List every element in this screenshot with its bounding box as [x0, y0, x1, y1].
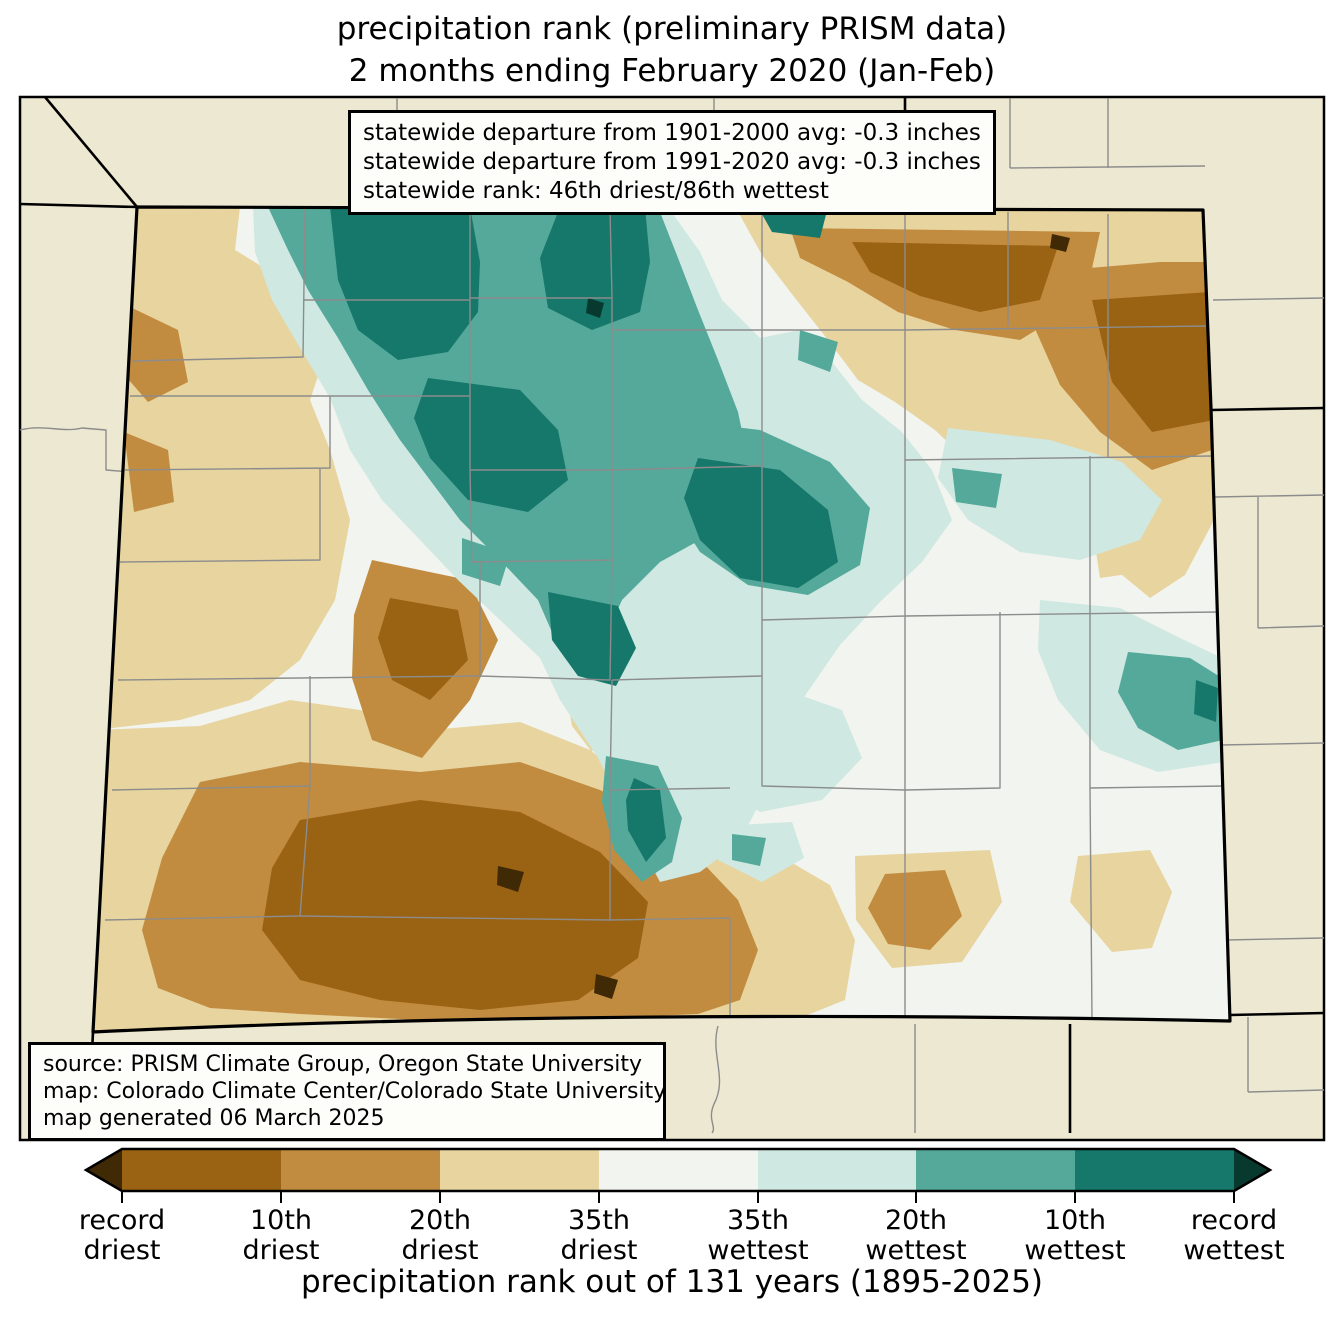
precipitation-contours: [93, 207, 1226, 1032]
colorbar-arrow-record-driest: [86, 1149, 122, 1191]
colorbar-segment-20th-wettest: [916, 1149, 1075, 1191]
colorbar-arrow-record-wettest: [1234, 1149, 1270, 1191]
statewide-stats-box: statewide departure from 1901-2000 avg: …: [348, 110, 996, 215]
colorbar-segment-35th-driest: [440, 1149, 599, 1191]
legend-label-10th-driest: 10th driest: [242, 1205, 320, 1266]
contour-record-driest-spots: [497, 234, 1070, 999]
colorbar-ticks: [121, 1191, 1235, 1203]
source-attribution-box: source: PRISM Climate Group, Oregon Stat…: [28, 1042, 666, 1141]
title-line-2: 2 months ending February 2020 (Jan-Feb): [348, 53, 996, 89]
colorbar-caption: precipitation rank out of 131 years (189…: [300, 1264, 1044, 1300]
legend-label-20th-wettest: 20th wettest: [865, 1205, 967, 1266]
colorado-county-lines: [104, 207, 1226, 1026]
stats-line-1: statewide departure from 1901-2000 avg: …: [363, 120, 981, 146]
source-line-1: source: PRISM Climate Group, Oregon Stat…: [43, 1052, 643, 1077]
stats-line-3: statewide rank: 46th driest/86th wettest: [363, 178, 829, 204]
source-line-3: map generated 06 March 2025: [43, 1106, 385, 1131]
legend-label-35th-driest: 35th driest: [560, 1205, 638, 1266]
colorbar: [83, 1147, 1273, 1203]
legend-label-record-driest: record driest: [78, 1205, 166, 1266]
stats-line-2: statewide departure from 1991-2020 avg: …: [363, 149, 981, 175]
title-line-1: precipitation rank (preliminary PRISM da…: [336, 11, 1008, 47]
legend-label-record-wettest: record wettest: [1183, 1205, 1285, 1266]
legend-label-10th-wettest: 10th wettest: [1024, 1205, 1126, 1266]
colorbar-segment-10th-driest: [122, 1149, 281, 1191]
colorbar-segment-neutral: [599, 1149, 758, 1191]
page-title: precipitation rank (preliminary PRISM da…: [0, 8, 1344, 92]
contour-record-wettest-spot: [586, 298, 604, 318]
colorado-state-border: [91, 205, 1232, 1034]
source-line-2: map: Colorado Climate Center/Colorado St…: [43, 1079, 667, 1104]
legend-label-35th-wettest: 35th wettest: [707, 1205, 809, 1266]
colorbar-segment-20th-driest: [281, 1149, 440, 1191]
colorbar-segment-10th-wettest: [1075, 1149, 1234, 1191]
contour-10th-record-wettest: [330, 207, 1218, 862]
legend-label-20th-driest: 20th driest: [401, 1205, 479, 1266]
colorbar-segment-35th-wettest: [758, 1149, 916, 1191]
